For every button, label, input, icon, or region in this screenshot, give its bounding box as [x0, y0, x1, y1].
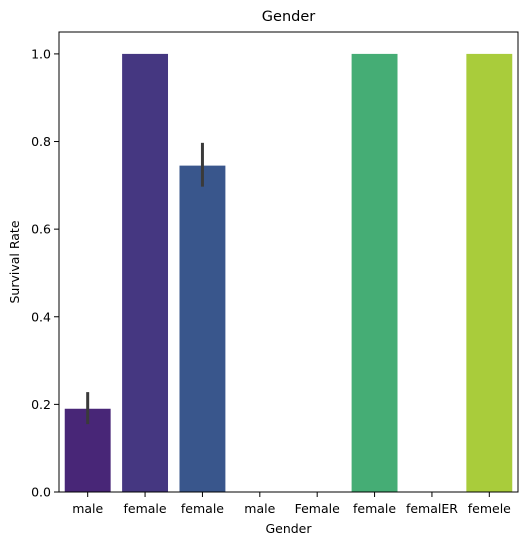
bar-2 — [179, 165, 226, 492]
y-tick-label-1: 0.2 — [31, 397, 51, 412]
x-tick-label-2: female — [181, 501, 224, 516]
x-tick-label-5: female — [353, 501, 396, 516]
x-tick-label-1: female — [124, 501, 167, 516]
bar-1 — [122, 53, 169, 493]
y-axis-label: Survival Rate — [7, 220, 22, 303]
y-tick-label-2: 0.4 — [31, 309, 51, 324]
x-tick-label-7: femele — [468, 501, 511, 516]
plot-area: 0.0 0.2 0.4 0.6 0.8 1.0 male female female male Fe… — [31, 31, 519, 516]
x-tick-label-3: male — [244, 501, 275, 516]
axes-frame — [58, 31, 519, 493]
x-axis-label: Gender — [265, 521, 312, 536]
bar-5 — [351, 53, 398, 493]
bar-7 — [466, 53, 513, 493]
y-tick-label-4: 0.8 — [31, 134, 51, 149]
x-tick-label-6: femalER — [406, 501, 458, 516]
y-tick-label-0: 0.0 — [31, 485, 51, 500]
y-tick-label-5: 1.0 — [31, 46, 51, 61]
x-tick-label-4: Female — [295, 501, 341, 516]
y-tick-label-3: 0.6 — [31, 222, 51, 237]
chart-title: Gender — [262, 9, 315, 25]
x-tick-label-0: male — [72, 501, 103, 516]
